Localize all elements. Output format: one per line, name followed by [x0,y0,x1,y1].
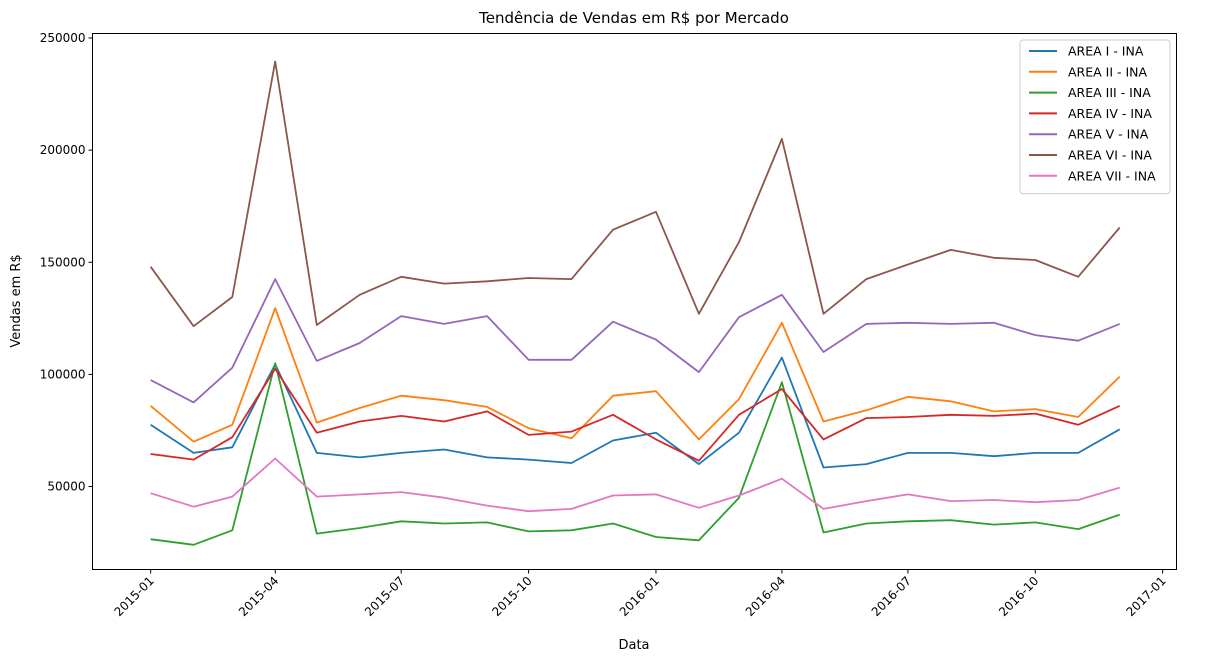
y-axis: 50000 100000 150000 200000 250000 [40,31,93,494]
series-line-6 [149,60,1121,328]
legend-label: AREA V - INA [1068,127,1149,142]
series-line-5 [150,278,1121,404]
legend-label: AREA III - INA [1068,85,1151,100]
y-axis-label: Vendas em R$ [9,254,24,347]
x-tick-label: 2016-04 [743,574,788,619]
y-tick-label: 100000 [40,367,86,381]
y-tick-label: 50000 [47,480,85,494]
x-tick-label: 2016-10 [996,574,1041,619]
legend-label: AREA VII - INA [1068,168,1156,183]
legend-label: AREA VI - INA [1068,148,1152,163]
x-tick-label: 2015-10 [489,574,534,619]
x-tick-label: 2017-01 [1123,574,1168,619]
axes-frame [92,33,1177,570]
y-tick-label: 250000 [40,31,86,45]
x-tick-label: 2016-07 [869,574,914,619]
legend-label: AREA I - INA [1068,44,1144,59]
series-line-2 [150,307,1121,443]
series-line-7 [150,457,1120,513]
series-line-1 [150,356,1121,469]
legend-label: AREA II - INA [1068,64,1148,79]
legend-label: AREA IV - INA [1068,106,1152,121]
x-tick-label: 2015-07 [362,574,407,619]
x-tick-label: 2015-01 [111,574,156,619]
x-tick-label: 2015-04 [236,574,281,619]
legend-box [1019,39,1171,195]
x-axis: 2015-01 2015-04 2015-07 2015-10 2016-01 2016-… [111,569,1169,619]
y-tick-label: 200000 [40,143,86,157]
legend: AREA I - INA AREA II - INA AREA III - INA A… [1019,39,1171,195]
y-tick-label: 150000 [40,255,86,269]
x-axis-label: Data [618,638,649,653]
series-line-4 [150,367,1121,462]
chart-title: Tendência de Vendas em R$ por Mercado [478,9,789,27]
plot-area [149,60,1121,546]
series-line-3 [150,362,1120,546]
x-tick-label: 2016-01 [617,574,662,619]
